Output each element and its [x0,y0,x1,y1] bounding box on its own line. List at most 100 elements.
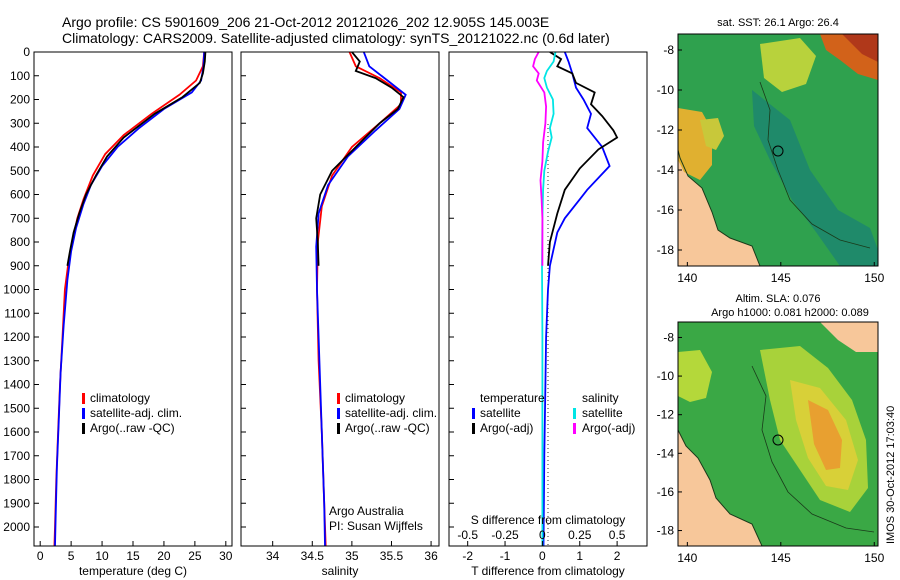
temperature-lines [53,52,207,546]
difference-panel: -2 -1 0 1 2 -0.5 -0.25 0 0.25 0.5 S difference f… [448,51,648,578]
sst-warm-patch-2 [700,118,724,150]
temperature-x-label: 0 [37,549,44,563]
sst-map-y-tick-label: -18 [657,243,675,257]
difference-x-label: -2 [462,549,473,563]
depth-tick-label: 1200 [3,330,30,344]
sla-map-y-tick-label: -16 [657,485,675,499]
sla-map-y-tick-label: -14 [657,446,675,460]
depth-tick-label: 800 [10,235,30,249]
depth-tick-label: 100 [10,69,30,83]
sst-yellow-patch [760,38,816,92]
salinity-annotation-line1: Argo Australia [329,504,404,518]
salinity-legend-swatch [337,393,340,404]
salinity-legend-swatch [337,423,340,434]
sst-map-x-tick-label: 140 [677,271,697,285]
difference-legend-salinity-title: salinity [582,391,619,405]
sst-map-y-tick-label: -14 [657,163,675,177]
salinity-legend-label: climatology [345,391,405,405]
temperature-series-0 [53,52,206,546]
temperature-x-label: 15 [126,549,140,563]
temperature-x-label: 10 [95,549,109,563]
depth-tick-label: 2000 [3,520,30,534]
sla-orange-core [808,400,842,470]
difference-x-label: 0 [539,549,546,563]
difference-lines [532,52,619,546]
difference-s-label: S difference from climatology [471,513,626,527]
sla-map: Altim. SLA: 0.076 Argo h1000: 0.081 h200… [657,293,885,565]
difference-x-axis: -2 -1 0 1 2 [462,541,621,563]
depth-tick-label: 200 [10,93,30,107]
salinity-frame [240,51,440,547]
difference-x-label: 2 [614,549,621,563]
sst-map-frame [677,33,879,267]
depth-tick-label: 500 [10,164,30,178]
sla-float-marker [772,434,784,446]
sla-map-subtitle: Argo h1000: 0.081 h2000: 0.089 [711,307,869,319]
sla-coast-outline [678,429,763,546]
sst-coast-outline [678,149,761,266]
sst-map-y-tick-label: -16 [657,203,675,217]
salinity-x-label: 34 [266,549,280,563]
sst-map-y-tick-label: -10 [657,83,675,97]
header-line1: Argo profile: CS 5901609_206 21-Oct-2012… [62,14,549,30]
difference-s-tick-label: 0.5 [609,528,626,542]
temperature-legend-swatch [82,408,85,419]
salinity-legend-swatch [337,408,340,419]
salinity-series-0 [316,52,402,546]
depth-tick-label: 1700 [3,449,30,463]
difference-legend-swatch [472,423,475,434]
difference-series-3 [532,52,548,266]
difference-series-1 [547,52,619,266]
sla-map-frame [677,321,879,547]
difference-legend-label: Argo(-adj) [480,421,533,435]
depth-tick-label: 1100 [4,306,30,320]
difference-x-label: -1 [500,549,511,563]
sst-float-marker [772,145,784,157]
depth-tick-label: 1900 [3,496,30,510]
sla-map-x-tick-label: 140 [677,551,697,565]
difference-s-tick-label: 0.25 [568,528,592,542]
sla-map-y-tick-label: -12 [657,408,675,422]
salinity-panel: 34 34.5 35 35.5 36 salinity climatologysatel… [240,51,440,578]
sla-map-y-tick-label: -8 [663,330,674,344]
sla-depth-contour [751,365,875,533]
sst-depth-contour [759,81,871,249]
salinity-legend-label: Argo(..raw -QC) [345,421,430,435]
sla-land-top-right [820,322,878,352]
sla-bright-patch [678,350,712,402]
temperature-legend-label: climatology [90,391,150,405]
difference-s-tick-label: -0.25 [491,528,519,542]
difference-s-tick-label: -0.5 [457,528,478,542]
temperature-legend-label: Argo(..raw -QC) [90,421,175,435]
sst-map-title: sat. SST: 26.1 Argo: 26.4 [717,17,839,29]
depth-tick-label: 1000 [3,283,30,297]
sst-map: sat. SST: 26.1 Argo: 26.4 140 145 150 -8 -10… [657,17,885,285]
temperature-panel: 0100200300400500600700800900100011001200… [3,45,454,578]
sst-map-x-tick-label: 145 [771,271,791,285]
sst-hot-corner-core [842,34,878,62]
salinity-x-label: 35.5 [380,549,404,563]
temperature-legend-swatch [82,423,85,434]
temperature-series-2 [66,52,207,266]
salinity-x-axis: 34 34.5 35 35.5 36 [266,541,438,563]
depth-tick-label: 700 [10,211,30,225]
depth-tick-label: 400 [10,140,30,154]
temperature-series-1 [54,52,206,546]
difference-series-0 [542,52,611,546]
depth-tick-label: 300 [10,116,30,130]
sla-map-x-tick-label: 150 [864,551,884,565]
sst-map-field [678,34,878,266]
sla-map-x-tick-label: 145 [771,551,791,565]
salinity-x-label: 36 [424,549,438,563]
salinity-x-label: 34.5 [301,549,325,563]
difference-legend-label: satellite [480,406,521,420]
depth-tick-label: 1500 [3,401,30,415]
salinity-lines [315,52,407,546]
difference-x-label: 1 [576,549,583,563]
depth-tick-label: 600 [10,188,30,202]
difference-xlabel: T difference from climatology [471,564,625,578]
sla-map-field [678,322,878,546]
temperature-x-label: 30 [219,549,233,563]
